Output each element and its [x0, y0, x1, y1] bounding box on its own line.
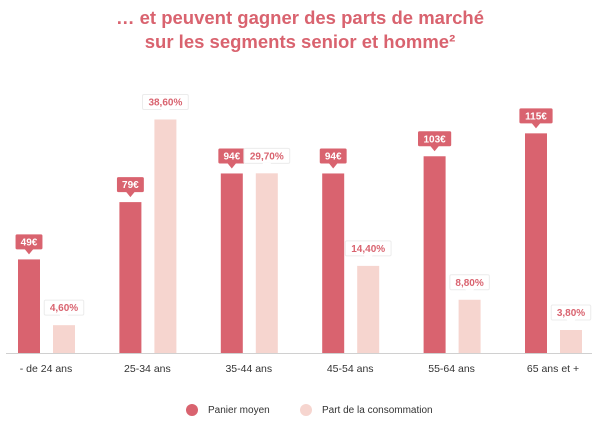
bar-part-2	[255, 173, 278, 353]
bar-part-3	[357, 265, 380, 353]
svg-text:3,80%: 3,80%	[557, 308, 585, 319]
legend-label-part: Part de la consommation	[322, 404, 433, 416]
data-label-part-4: 8,80%	[449, 274, 490, 295]
data-label-part-2: 29,70%	[243, 147, 291, 169]
bar-panier-1	[119, 202, 142, 353]
svg-text:115€: 115€	[525, 111, 547, 122]
svg-text:79€: 79€	[122, 180, 139, 191]
bar-panier-4	[423, 156, 446, 353]
data-label-part-3: 14,40%	[344, 240, 392, 261]
legend-swatch-panier	[186, 404, 198, 416]
svg-text:49€: 49€	[21, 237, 38, 248]
data-label-panier-3: 94€	[319, 148, 347, 169]
data-label-panier-4: 103€	[418, 131, 452, 152]
svg-text:8,80%: 8,80%	[455, 278, 483, 289]
svg-text:103€: 103€	[423, 134, 446, 145]
title-line-1: … et peuvent gagner des parts de marché	[115, 7, 485, 28]
svg-text:29,70%: 29,70%	[250, 151, 284, 162]
data-label-panier-5: 115€	[519, 108, 553, 129]
legend-swatch-part	[300, 404, 312, 416]
legend: Panier moyen Part de la consommation	[0, 404, 600, 422]
bar-part-0	[53, 325, 75, 353]
data-label-panier-0: 49€	[15, 234, 43, 255]
data-label-part-1: 38,60%	[142, 93, 189, 115]
data-label-part-5: 3,80%	[550, 304, 592, 326]
data-label-panier-2: 94€	[218, 148, 246, 169]
svg-text:38,60%: 38,60%	[148, 97, 182, 108]
bar-panier-5	[525, 133, 547, 353]
tick-label-0: - de 24 ans	[20, 363, 73, 375]
tick-label-4: 55-64 ans	[428, 363, 475, 375]
svg-text:4,60%: 4,60%	[50, 303, 78, 314]
svg-text:94€: 94€	[223, 151, 240, 162]
tick-label-5: 65 ans et +	[527, 363, 579, 375]
bar-part-4	[458, 299, 481, 353]
data-label-panier-1: 79€	[116, 177, 144, 198]
tick-label-1: 25-34 ans	[124, 363, 171, 375]
bar-panier-3	[322, 173, 345, 353]
svg-text:94€: 94€	[325, 151, 342, 162]
bar-part-1	[154, 119, 177, 353]
legend-item-part: Part de la consommation	[300, 404, 433, 416]
title-line-2: sur les segments senior et homme²	[144, 31, 456, 52]
legend-item-panier: Panier moyen	[186, 404, 270, 416]
bar-chart: 49€ 4,60% - de 24 ans 79€ 38,60% 25-34 ans 94€…	[6, 93, 592, 375]
legend-label-panier: Panier moyen	[208, 404, 270, 416]
chart-title: … et peuvent gagner des parts de marché …	[0, 6, 600, 54]
svg-text:14,40%: 14,40%	[351, 244, 385, 255]
bar-part-5	[560, 330, 582, 353]
bar-panier-2	[220, 173, 243, 353]
tick-label-3: 45-54 ans	[327, 363, 374, 375]
tick-label-2: 35-44 ans	[225, 363, 272, 375]
data-label-part-0: 4,60%	[43, 299, 85, 321]
bar-panier-0	[18, 259, 40, 353]
